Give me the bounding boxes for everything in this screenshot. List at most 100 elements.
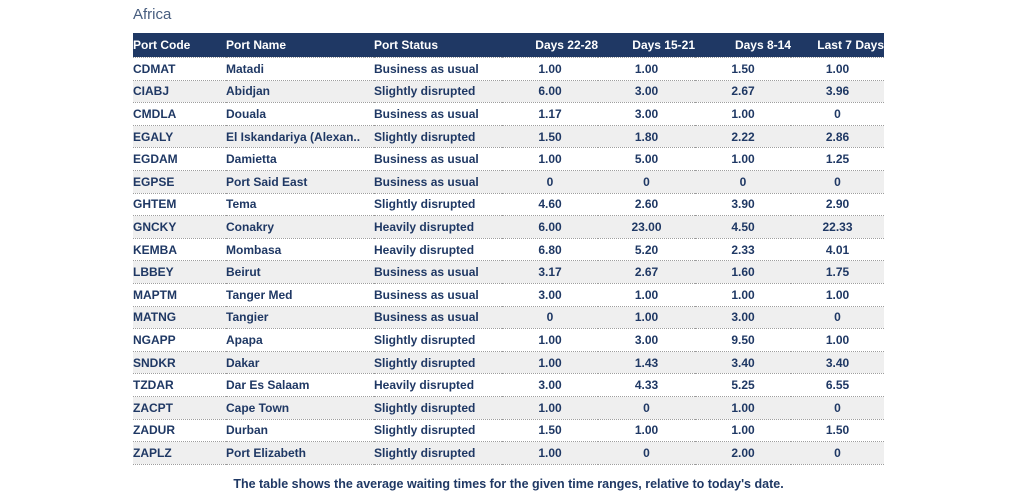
last-7-days-cell: 1.00 bbox=[791, 283, 884, 307]
days-8-14-cell: 3.40 bbox=[695, 351, 791, 375]
days-15-21-cell: 5.20 bbox=[598, 238, 695, 262]
table-row[interactable]: TZDAR Dar Es Salaam Heavily disrupted 3.… bbox=[133, 373, 884, 397]
table-row[interactable]: CDMAT Matadi Business as usual 1.00 1.00… bbox=[133, 57, 884, 81]
days-8-14-cell: 3.90 bbox=[695, 193, 791, 217]
table-row[interactable]: ZACPT Cape Town Slightly disrupted 1.00 … bbox=[133, 396, 884, 420]
port-status-cell: Slightly disrupted bbox=[374, 328, 502, 352]
days-22-28-cell: 1.50 bbox=[502, 419, 598, 443]
port-status-cell: Slightly disrupted bbox=[374, 419, 502, 443]
port-code-cell: TZDAR bbox=[133, 373, 226, 397]
table-row[interactable]: EGALY El Iskandariya (Alexan.. Slightly … bbox=[133, 125, 884, 149]
port-status-cell: Business as usual bbox=[374, 260, 502, 284]
port-status-cell: Slightly disrupted bbox=[374, 441, 502, 465]
days-22-28-cell: 1.50 bbox=[502, 125, 598, 149]
table-row[interactable]: GHTEM Tema Slightly disrupted 4.60 2.60 … bbox=[133, 193, 884, 217]
port-name-cell: Port Elizabeth bbox=[226, 441, 374, 465]
column-header-days-15-21[interactable]: Days 15-21 bbox=[598, 33, 695, 58]
port-name-cell: Tangier bbox=[226, 306, 374, 330]
days-8-14-cell: 2.00 bbox=[695, 441, 791, 465]
table-row[interactable]: NGAPP Apapa Slightly disrupted 1.00 3.00… bbox=[133, 328, 884, 352]
port-status-cell: Business as usual bbox=[374, 147, 502, 171]
port-name-cell: Abidjan bbox=[226, 80, 374, 104]
days-22-28-cell: 0 bbox=[502, 170, 598, 194]
table-row[interactable]: CIABJ Abidjan Slightly disrupted 6.00 3.… bbox=[133, 80, 884, 104]
port-waiting-times-table: Port Code Port Name Port Status Days 22-… bbox=[133, 33, 884, 465]
column-header-port-name[interactable]: Port Name bbox=[226, 33, 374, 58]
days-22-28-cell: 3.17 bbox=[502, 260, 598, 284]
days-8-14-cell: 0 bbox=[695, 170, 791, 194]
days-22-28-cell: 6.00 bbox=[502, 80, 598, 104]
days-22-28-cell: 6.00 bbox=[502, 215, 598, 239]
page-title: Africa bbox=[133, 6, 172, 23]
table-row[interactable]: ZAPLZ Port Elizabeth Slightly disrupted … bbox=[133, 441, 884, 465]
days-15-21-cell: 3.00 bbox=[598, 102, 695, 126]
table-row[interactable]: EGDAM Damietta Business as usual 1.00 5.… bbox=[133, 147, 884, 171]
days-22-28-cell: 3.00 bbox=[502, 373, 598, 397]
last-7-days-cell: 2.90 bbox=[791, 193, 884, 217]
port-code-cell: CIABJ bbox=[133, 80, 226, 104]
days-15-21-cell: 3.00 bbox=[598, 328, 695, 352]
table-row[interactable]: LBBEY Beirut Business as usual 3.17 2.67… bbox=[133, 260, 884, 284]
days-15-21-cell: 0 bbox=[598, 170, 695, 194]
port-name-cell: Port Said East bbox=[226, 170, 374, 194]
days-22-28-cell: 1.00 bbox=[502, 351, 598, 375]
port-code-cell: CMDLA bbox=[133, 102, 226, 126]
days-8-14-cell: 9.50 bbox=[695, 328, 791, 352]
port-status-cell: Business as usual bbox=[374, 102, 502, 126]
column-header-days-22-28[interactable]: Days 22-28 bbox=[502, 33, 598, 58]
port-name-cell: Cape Town bbox=[226, 396, 374, 420]
days-8-14-cell: 1.00 bbox=[695, 147, 791, 171]
column-header-port-code[interactable]: Port Code bbox=[133, 33, 226, 58]
days-8-14-cell: 1.00 bbox=[695, 419, 791, 443]
port-code-cell: SNDKR bbox=[133, 351, 226, 375]
days-22-28-cell: 0 bbox=[502, 306, 598, 330]
days-22-28-cell: 1.00 bbox=[502, 147, 598, 171]
last-7-days-cell: 1.25 bbox=[791, 147, 884, 171]
days-15-21-cell: 2.60 bbox=[598, 193, 695, 217]
port-status-cell: Slightly disrupted bbox=[374, 396, 502, 420]
port-name-cell: Mombasa bbox=[226, 238, 374, 262]
table-row[interactable]: MAPTM Tanger Med Business as usual 3.00 … bbox=[133, 283, 884, 307]
port-status-cell: Business as usual bbox=[374, 306, 502, 330]
last-7-days-cell: 1.00 bbox=[791, 328, 884, 352]
table-row[interactable]: MATNG Tangier Business as usual 0 1.00 3… bbox=[133, 306, 884, 330]
days-15-21-cell: 2.67 bbox=[598, 260, 695, 284]
column-header-last-7-days[interactable]: Last 7 Days bbox=[791, 33, 884, 58]
last-7-days-cell: 2.86 bbox=[791, 125, 884, 149]
last-7-days-cell: 4.01 bbox=[791, 238, 884, 262]
table-row[interactable]: CMDLA Douala Business as usual 1.17 3.00… bbox=[133, 102, 884, 126]
port-name-cell: Tanger Med bbox=[226, 283, 374, 307]
last-7-days-cell: 0 bbox=[791, 170, 884, 194]
port-status-cell: Business as usual bbox=[374, 283, 502, 307]
last-7-days-cell: 6.55 bbox=[791, 373, 884, 397]
column-header-port-status[interactable]: Port Status bbox=[374, 33, 502, 58]
port-status-cell: Heavily disrupted bbox=[374, 215, 502, 239]
port-status-cell: Business as usual bbox=[374, 170, 502, 194]
last-7-days-cell: 0 bbox=[791, 306, 884, 330]
last-7-days-cell: 0 bbox=[791, 102, 884, 126]
column-header-days-8-14[interactable]: Days 8-14 bbox=[695, 33, 791, 58]
table-row[interactable]: EGPSE Port Said East Business as usual 0… bbox=[133, 170, 884, 194]
port-name-cell: Douala bbox=[226, 102, 374, 126]
table-row[interactable]: GNCKY Conakry Heavily disrupted 6.00 23.… bbox=[133, 215, 884, 239]
port-name-cell: Damietta bbox=[226, 147, 374, 171]
last-7-days-cell: 3.40 bbox=[791, 351, 884, 375]
port-code-cell: GHTEM bbox=[133, 193, 226, 217]
table-row[interactable]: ZADUR Durban Slightly disrupted 1.50 1.0… bbox=[133, 419, 884, 443]
table-row[interactable]: SNDKR Dakar Slightly disrupted 1.00 1.43… bbox=[133, 351, 884, 375]
port-name-cell: El Iskandariya (Alexan.. bbox=[226, 125, 374, 149]
days-22-28-cell: 1.00 bbox=[502, 328, 598, 352]
port-name-cell: Beirut bbox=[226, 260, 374, 284]
days-15-21-cell: 1.43 bbox=[598, 351, 695, 375]
table-row[interactable]: KEMBA Mombasa Heavily disrupted 6.80 5.2… bbox=[133, 238, 884, 262]
port-code-cell: GNCKY bbox=[133, 215, 226, 239]
last-7-days-cell: 3.96 bbox=[791, 80, 884, 104]
port-status-cell: Slightly disrupted bbox=[374, 193, 502, 217]
days-8-14-cell: 2.22 bbox=[695, 125, 791, 149]
port-status-cell: Heavily disrupted bbox=[374, 238, 502, 262]
last-7-days-cell: 22.33 bbox=[791, 215, 884, 239]
port-code-cell: EGALY bbox=[133, 125, 226, 149]
days-8-14-cell: 3.00 bbox=[695, 306, 791, 330]
port-status-cell: Slightly disrupted bbox=[374, 80, 502, 104]
